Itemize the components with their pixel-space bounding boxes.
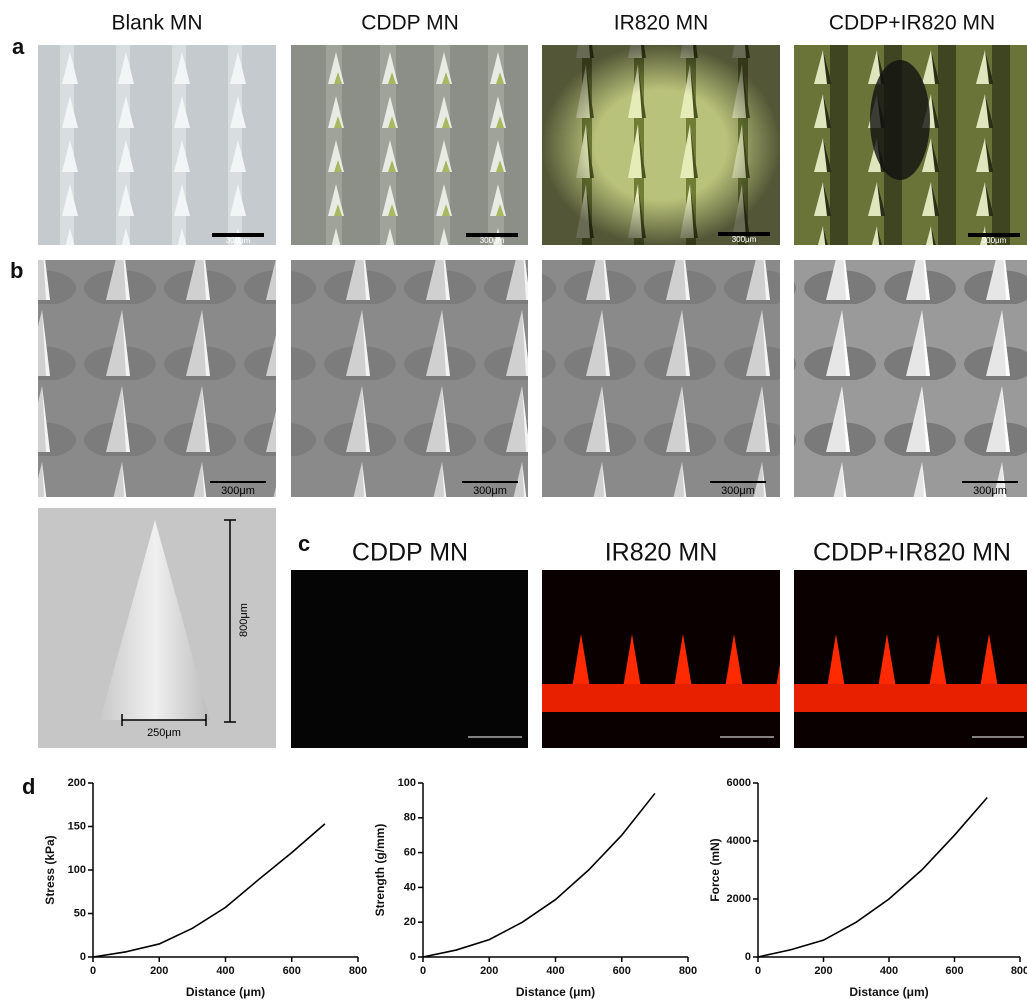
- y-tick-label: 60: [404, 847, 416, 859]
- panel-label: a: [12, 34, 25, 59]
- x-axis-label: Distance (μm): [516, 985, 595, 999]
- column-title: CDDP+IR820 MN: [813, 539, 1011, 567]
- column-title: CDDP MN: [352, 539, 468, 567]
- sem-image: [542, 260, 780, 497]
- panel-label: c: [298, 531, 310, 556]
- scale-label: 300μm: [982, 236, 1007, 245]
- x-axis-label: Distance (μm): [849, 985, 928, 999]
- y-tick-label: 20: [404, 916, 416, 928]
- x-tick-label: 400: [216, 965, 234, 977]
- x-axis-label: Distance (μm): [186, 985, 265, 999]
- panel-label: b: [10, 258, 23, 283]
- y-axis-label: Stress (kPa): [43, 835, 57, 904]
- x-tick-label: 600: [945, 965, 963, 977]
- column-title: Blank MN: [111, 12, 202, 35]
- y-tick-label: 0: [410, 951, 416, 963]
- scale-label: 300μm: [480, 236, 505, 245]
- fluorescence-image: [542, 570, 780, 748]
- sem-image: [38, 260, 276, 497]
- y-tick-label: 100: [68, 864, 86, 876]
- y-tick-label: 50: [74, 907, 86, 919]
- x-tick-label: 0: [755, 965, 761, 977]
- figure: Blank MN CDDP MN IR820 MN CDDP+IR820 MN …: [0, 0, 1027, 1000]
- x-tick-label: 800: [1011, 965, 1027, 977]
- photo-shade: [870, 60, 930, 180]
- x-tick-label: 200: [150, 965, 168, 977]
- photo-shade: [542, 45, 780, 245]
- panel-label: d: [22, 774, 35, 799]
- column-title: CDDP+IR820 MN: [829, 12, 995, 35]
- scale-label: 300μm: [221, 485, 255, 497]
- scale-label: 300μm: [473, 485, 507, 497]
- x-tick-label: 400: [546, 965, 564, 977]
- sem-image: [794, 260, 1027, 497]
- data-line: [423, 793, 655, 957]
- photo: [291, 45, 528, 245]
- photo: [38, 45, 276, 245]
- scale-label: 300μm: [732, 235, 757, 244]
- y-axis-label: Force (mN): [708, 838, 722, 901]
- y-tick-label: 100: [398, 777, 416, 789]
- y-tick-label: 0: [80, 951, 86, 963]
- fluorescence-image: [794, 570, 1027, 748]
- x-tick-label: 200: [814, 965, 832, 977]
- x-tick-label: 600: [613, 965, 631, 977]
- x-tick-label: 600: [283, 965, 301, 977]
- scale-label: 300μm: [721, 485, 755, 497]
- data-line: [93, 824, 325, 957]
- data-line: [758, 798, 987, 958]
- x-tick-label: 200: [480, 965, 498, 977]
- y-tick-label: 200: [68, 777, 86, 789]
- sem-image: [291, 260, 528, 497]
- scale-label: 300μm: [226, 236, 251, 245]
- scale-label: 300μm: [973, 485, 1007, 497]
- y-tick-label: 80: [404, 812, 416, 824]
- x-tick-label: 0: [420, 965, 426, 977]
- x-tick-label: 400: [880, 965, 898, 977]
- y-tick-label: 2000: [727, 893, 751, 905]
- column-title: CDDP MN: [361, 12, 459, 35]
- dimension-label: 800μm: [238, 603, 250, 637]
- y-tick-label: 6000: [727, 777, 751, 789]
- dimension-label: 250μm: [147, 727, 181, 739]
- x-tick-label: 800: [349, 965, 367, 977]
- y-tick-label: 0: [745, 951, 751, 963]
- x-tick-label: 0: [90, 965, 96, 977]
- x-tick-label: 800: [679, 965, 697, 977]
- fluorescence-image: [291, 570, 528, 748]
- y-tick-label: 4000: [727, 835, 751, 847]
- column-title: IR820 MN: [614, 12, 709, 35]
- column-title: IR820 MN: [605, 539, 718, 567]
- y-tick-label: 40: [404, 881, 416, 893]
- y-tick-label: 150: [68, 820, 86, 832]
- y-axis-label: Strength (g/mm): [373, 824, 387, 917]
